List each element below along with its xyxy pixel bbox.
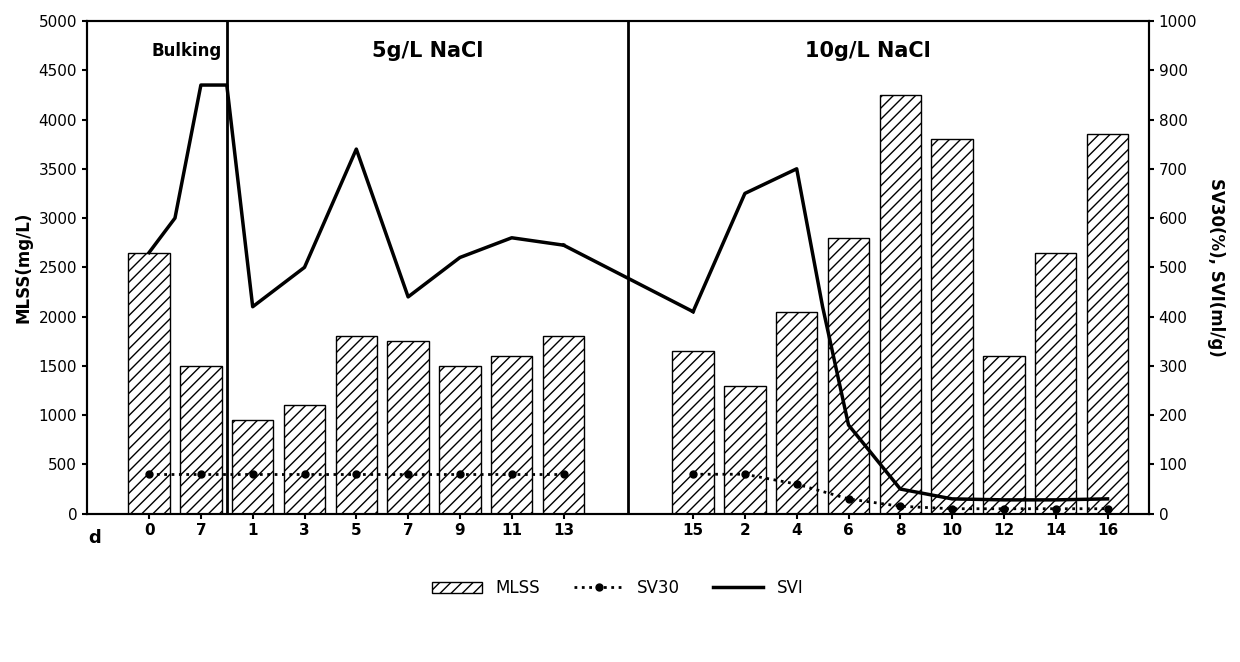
Bar [1035, 252, 1076, 514]
Bar [180, 366, 222, 514]
Bar [983, 356, 1024, 514]
Bar [879, 95, 921, 514]
Bar [336, 336, 377, 514]
Bar [1086, 134, 1128, 514]
Bar [828, 238, 869, 514]
Bar [491, 356, 532, 514]
Bar [439, 366, 481, 514]
Text: 5g/L NaCl: 5g/L NaCl [372, 40, 484, 60]
Bar [724, 385, 765, 514]
Bar [776, 312, 817, 514]
Bar [931, 139, 973, 514]
Y-axis label: SV30(%), SVI(ml/g): SV30(%), SVI(ml/g) [1207, 178, 1225, 357]
Bar [232, 420, 273, 514]
Bar [284, 405, 325, 514]
Bar [543, 336, 584, 514]
Text: 10g/L NaCl: 10g/L NaCl [805, 40, 931, 60]
Y-axis label: MLSS(mg/L): MLSS(mg/L) [15, 212, 33, 323]
Bar [387, 341, 429, 514]
Legend: MLSS, SV30, SVI: MLSS, SV30, SVI [425, 573, 810, 604]
Bar [672, 351, 714, 514]
Bar [129, 252, 170, 514]
Text: d: d [88, 529, 100, 547]
Text: Bulking: Bulking [151, 42, 222, 60]
